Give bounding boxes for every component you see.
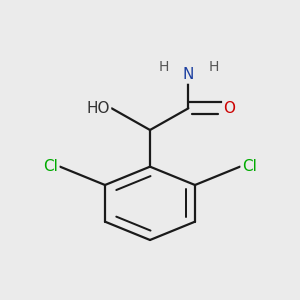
- Text: HO: HO: [86, 101, 110, 116]
- Text: H: H: [208, 60, 218, 74]
- Text: O: O: [223, 101, 235, 116]
- Text: N: N: [183, 68, 194, 82]
- Text: H: H: [158, 60, 169, 74]
- Text: Cl: Cl: [44, 159, 58, 174]
- Text: Cl: Cl: [242, 159, 256, 174]
